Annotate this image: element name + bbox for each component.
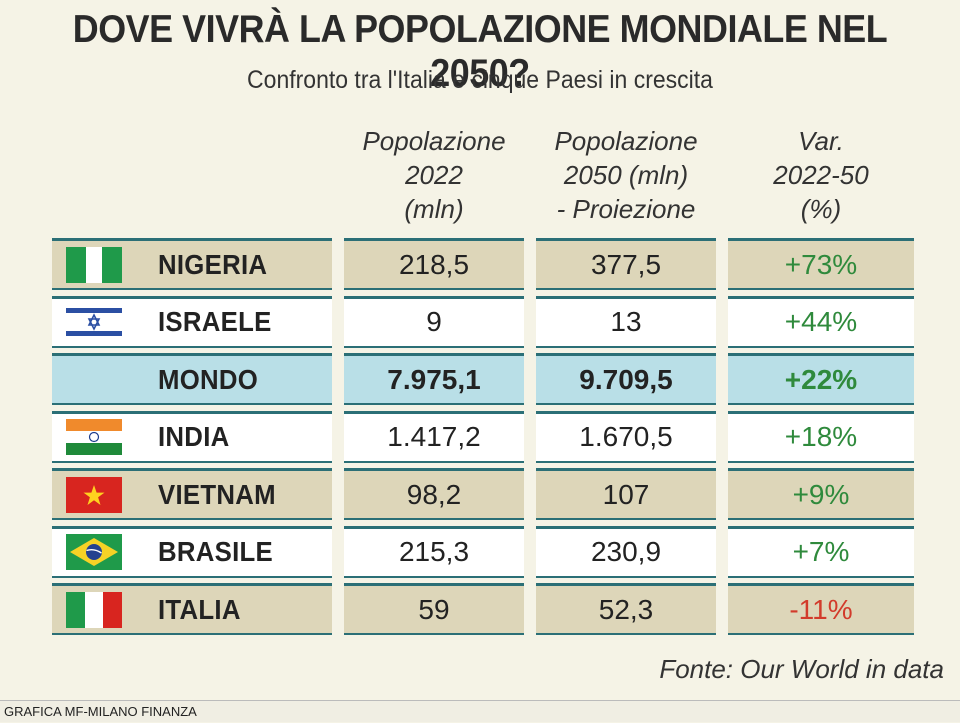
pop2022-value: 1.417,2 <box>344 410 524 463</box>
pop2022-value: 218,5 <box>344 238 524 290</box>
table-row: BRASILE 215,3 230,9 +7% <box>0 525 960 583</box>
country-cell: ITALIA <box>52 583 332 635</box>
variation-value: +9% <box>728 468 914 520</box>
india-flag-icon <box>66 419 122 455</box>
variation-value: +44% <box>728 295 914 348</box>
variation-value: +18% <box>728 410 914 463</box>
source-note: Fonte: Our World in data <box>659 654 944 684</box>
variation-value: -11% <box>728 583 914 635</box>
pop2022-value: 7.975,1 <box>344 353 524 405</box>
chart-subtitle: Confronto tra l'Italia e cinque Paesi in… <box>247 66 713 94</box>
nigeria-flag-icon <box>66 246 122 283</box>
country-cell: MONDO <box>52 353 332 405</box>
country-cell: NIGERIA <box>52 238 332 290</box>
country-name: BRASILE <box>158 536 273 567</box>
table-row: ITALIA 59 52,3 -11% <box>0 583 960 640</box>
country-cell: BRASILE <box>52 525 332 578</box>
pop2050-value: 9.709,5 <box>536 353 716 405</box>
israel-flag-icon <box>66 304 122 340</box>
pop2022-value: 59 <box>344 583 524 635</box>
pop2050-value: 1.670,5 <box>536 410 716 463</box>
variation-value: +73% <box>728 238 914 290</box>
country-name: VIETNAM <box>158 478 276 510</box>
country-name: MONDO <box>158 363 259 395</box>
pop2050-value: 377,5 <box>536 238 716 290</box>
pop2050-value: 230,9 <box>536 525 716 578</box>
pop2022-value: 9 <box>344 295 524 348</box>
pop2050-value: 52,3 <box>536 583 716 635</box>
country-name: INDIA <box>158 421 230 452</box>
pop2050-value: 13 <box>536 295 716 348</box>
country-name: ITALIA <box>158 593 241 625</box>
variation-value: +22% <box>728 353 914 405</box>
country-name: NIGERIA <box>158 248 268 280</box>
country-cell: ISRAELE <box>52 295 332 348</box>
pop2050-value: 107 <box>536 468 716 520</box>
table-row: MONDO 7.975,1 9.709,5 +22% <box>0 353 960 410</box>
table-row: VIETNAM 98,2 107 +9% <box>0 468 960 525</box>
country-cell: INDIA <box>52 410 332 463</box>
variation-value: +7% <box>728 525 914 578</box>
table-row: INDIA 1.417,2 1.670,5 +18% <box>0 410 960 468</box>
chart-title: DOVE VIVRÀ LA POPOLAZIONE MONDIALE NEL 2… <box>72 8 888 95</box>
column-header-pop2050: Popolazione 2050 (mln) - Proiezione <box>554 126 698 224</box>
table-row: NIGERIA 218,5 377,5 +73% <box>0 238 960 295</box>
column-header-pop2022: Popolazione 2022 (mln) <box>362 126 506 224</box>
country-name: ISRAELE <box>158 306 272 337</box>
brazil-flag-icon <box>66 534 122 570</box>
no-flag-placeholder <box>66 362 122 398</box>
country-cell: VIETNAM <box>52 468 332 520</box>
vietnam-flag-icon <box>66 476 122 513</box>
table-row: ISRAELE 9 13 +44% <box>0 295 960 353</box>
graphic-credit: GRAFICA MF-MILANO FINANZA <box>0 700 960 722</box>
pop2022-value: 98,2 <box>344 468 524 520</box>
column-header-var: Var. 2022-50 (%) <box>773 126 869 224</box>
pop2022-value: 215,3 <box>344 525 524 578</box>
italy-flag-icon <box>66 591 122 628</box>
